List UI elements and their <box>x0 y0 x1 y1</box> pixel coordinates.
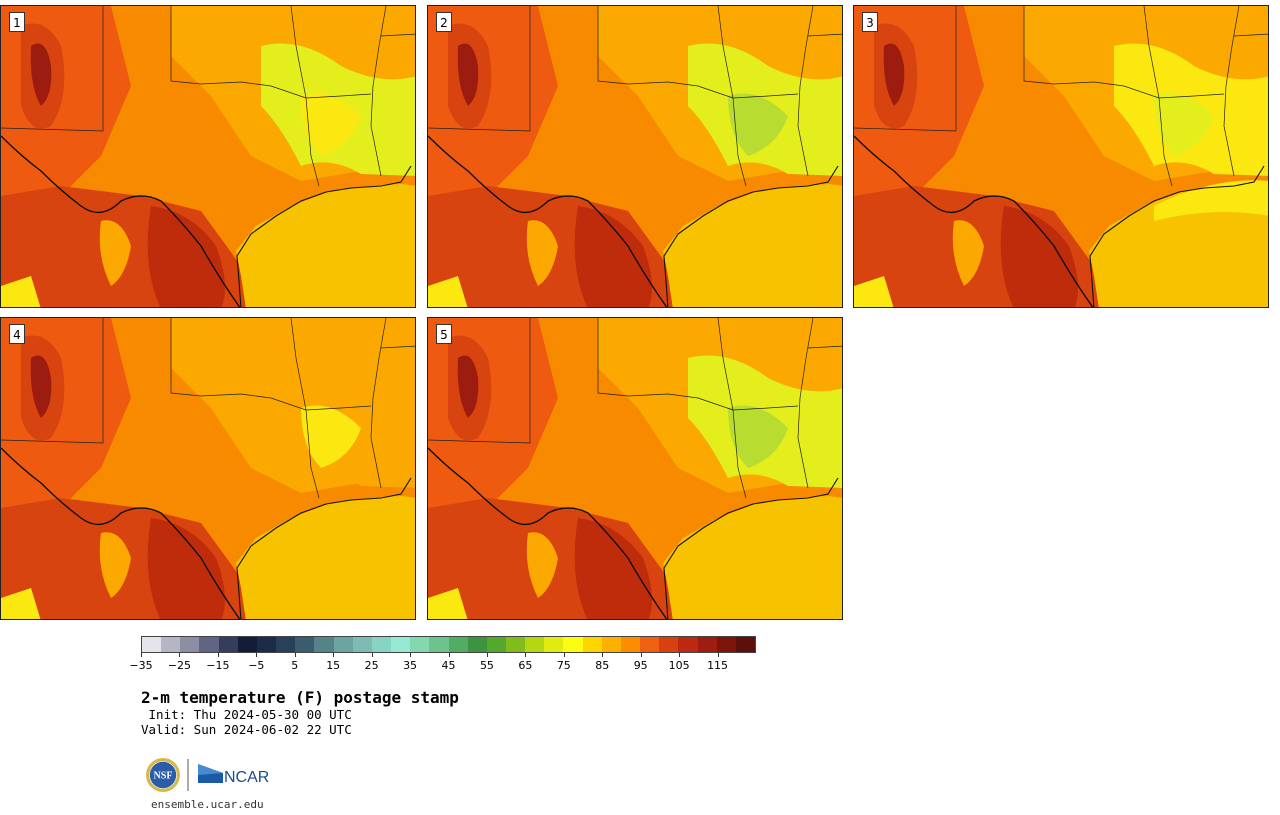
colorbar-tick-label: 55 <box>479 659 494 672</box>
colorbar-swatch <box>352 637 372 652</box>
panel-label: 2 <box>436 12 452 32</box>
colorbar-tick <box>179 653 181 657</box>
map-graphic <box>1 318 415 619</box>
colorbar-tick <box>486 653 488 657</box>
nsf-logo-text: NSF <box>154 771 173 782</box>
colorbar-tick-label: 85 <box>595 659 610 672</box>
colorbar-tick <box>563 653 565 657</box>
colorbar-tick-label: −25 <box>167 659 192 672</box>
colorbar-swatch <box>161 637 181 652</box>
map-graphic <box>1 6 415 307</box>
colorbar-ticks: −35 −25 −15 −5 5 15 25 35 45 55 65 75 85 95 105 115 <box>129 653 756 673</box>
plot-title: 2-m temperature (F) postage stamp <box>141 688 459 707</box>
colorbar-swatch <box>314 637 334 652</box>
colorbar-tick-label: 15 <box>326 659 341 672</box>
ncar-logo-icon: NCAR <box>198 764 269 786</box>
map-panel-5: 5 <box>427 317 843 620</box>
colorbar-tick <box>371 653 373 657</box>
colorbar-swatch <box>333 637 353 652</box>
colorbar-swatch <box>199 637 219 652</box>
colorbar-swatch <box>391 637 411 652</box>
colorbar-tick-label: 45 <box>441 659 456 672</box>
init-time: Init: Thu 2024-05-30 00 UTC <box>141 707 352 722</box>
nsf-logo-icon: NSF <box>146 758 180 792</box>
colorbar-swatch <box>659 637 679 652</box>
colorbar-tick <box>256 653 258 657</box>
valid-time: Valid: Sun 2024-06-02 22 UTC <box>141 722 352 737</box>
colorbar-swatch <box>505 637 526 652</box>
colorbar-tick <box>602 653 604 657</box>
colorbar-tick-label: 25 <box>364 659 379 672</box>
colorbar-tick-label: −5 <box>248 659 265 672</box>
colorbar-swatch <box>582 637 602 652</box>
colorbar-swatch <box>448 637 468 652</box>
colorbar-swatch <box>544 637 564 652</box>
logos: NSF NCAR <box>146 758 269 792</box>
colorbar-swatch <box>371 637 392 652</box>
colorbar-swatch <box>429 637 449 652</box>
colorbar-swatch <box>467 637 487 652</box>
colorbar-swatch <box>735 637 755 652</box>
map-panel-4: 4 <box>0 317 416 620</box>
colorbar-swatch <box>620 637 641 652</box>
panel-label: 4 <box>9 324 25 344</box>
colorbar-swatch <box>410 637 430 652</box>
panel-label: 1 <box>9 12 25 32</box>
colorbar-swatch <box>142 637 162 652</box>
ncar-logo-text: NCAR <box>224 769 269 786</box>
colorbar-swatch <box>601 637 621 652</box>
map-panel-3: 3 <box>853 5 1269 308</box>
colorbar-swatch <box>563 637 583 652</box>
colorbar-tick-label: 95 <box>633 659 648 672</box>
map-panel-1: 1 <box>0 5 416 308</box>
map-graphic <box>428 6 842 307</box>
colorbar-tick <box>717 653 719 657</box>
colorbar-tick <box>410 653 412 657</box>
colorbar-tick-label: 65 <box>518 659 533 672</box>
panel-label: 3 <box>862 12 878 32</box>
colorbar-tick <box>679 653 681 657</box>
colorbar-tick-label: 5 <box>291 659 299 672</box>
colorbar-swatch <box>218 637 238 652</box>
panel-label: 5 <box>436 324 452 344</box>
colorbar-swatch <box>295 637 315 652</box>
colorbar-swatch <box>486 637 506 652</box>
colorbar-tick-label: −35 <box>129 659 153 672</box>
colorbar-swatch <box>237 637 257 652</box>
colorbar-swatch <box>256 637 277 652</box>
colorbar-tick <box>525 653 527 657</box>
colorbar-swatch <box>640 637 660 652</box>
colorbar-tick-label: 75 <box>556 659 571 672</box>
colorbar-tick-label: 115 <box>707 659 729 672</box>
map-panel-2: 2 <box>427 5 843 308</box>
colorbar-tick-label: −15 <box>206 659 230 672</box>
colorbar-swatch <box>180 637 200 652</box>
colorbar-swatch <box>678 637 698 652</box>
site-url: ensemble.ucar.edu <box>151 798 264 811</box>
colorbar-swatch <box>716 637 736 652</box>
colorbar-swatch <box>697 637 717 652</box>
colorbar-tick <box>640 653 642 657</box>
colorbar-tick <box>333 653 335 657</box>
colorbar-swatch <box>276 637 296 652</box>
colorbar-tick <box>141 653 142 657</box>
colorbar-tick-label: 35 <box>403 659 418 672</box>
map-graphic <box>854 6 1268 307</box>
colorbar-tick-label: 105 <box>668 659 690 672</box>
colorbar-tick <box>294 653 296 657</box>
colorbar-swatch <box>525 637 545 652</box>
colorbar-tick <box>448 653 450 657</box>
map-graphic <box>428 318 842 619</box>
colorbar-tick <box>217 653 219 657</box>
colorbar <box>141 636 756 653</box>
